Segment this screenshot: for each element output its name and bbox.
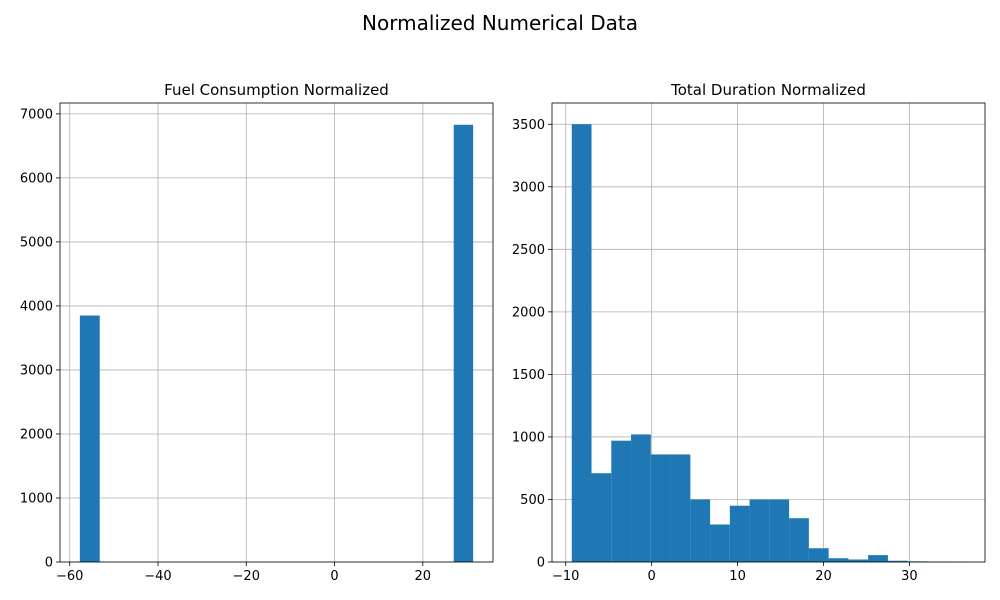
subplot-title: Fuel Consumption Normalized	[164, 81, 389, 99]
histogram-bar	[690, 499, 711, 562]
x-tick-label: −60	[56, 569, 83, 584]
axes-frame	[59, 102, 494, 563]
figure-suptitle: Normalized Numerical Data	[362, 11, 638, 35]
histogram-bar	[808, 548, 829, 562]
histogram-bar	[670, 454, 691, 562]
y-tick-label: 3000	[20, 363, 53, 378]
histogram-bar	[611, 440, 632, 562]
y-tick-label: 5000	[20, 235, 53, 250]
histogram-bar	[571, 124, 592, 562]
y-tick-label: 4000	[20, 299, 53, 314]
x-tick-label: 0	[648, 569, 656, 584]
y-tick-label: 1500	[512, 368, 545, 383]
x-tick-label: −40	[144, 569, 171, 584]
histogram-bar	[591, 473, 612, 562]
histogram-bar	[828, 558, 849, 562]
histogram-bar	[868, 555, 888, 562]
y-tick-label: 3500	[512, 118, 545, 133]
histogram-bar	[749, 499, 770, 562]
y-tick-label: 7000	[20, 107, 53, 122]
y-tick-label: 500	[520, 493, 545, 508]
y-tick-label: 2000	[20, 427, 53, 442]
histogram-bar	[769, 499, 790, 562]
y-tick-label: 3000	[512, 180, 545, 195]
x-tick-label: 30	[901, 569, 918, 584]
axes-frame	[551, 102, 986, 563]
y-tick-label: 6000	[20, 171, 53, 186]
histogram-bar	[848, 559, 869, 562]
histogram-bar	[79, 315, 100, 562]
histogram-bar	[789, 518, 809, 562]
subplot-fuel-consumption: −60 −40 −20 0 20 0 1000 2000 3000 4000 5000 6000 700…	[20, 81, 494, 584]
y-tick-label: 1000	[20, 491, 53, 506]
x-tick-label: 20	[815, 569, 832, 584]
histogram-bar	[710, 524, 730, 562]
histogram-bar	[887, 560, 908, 562]
histogram-bar	[453, 124, 474, 563]
histogram-bar	[650, 454, 671, 562]
x-tick-label: 10	[729, 569, 746, 584]
x-tick-label: 0	[330, 569, 338, 584]
x-tick-label: −10	[552, 569, 579, 584]
y-tick-label: 2500	[512, 243, 545, 258]
y-tick-label: 2000	[512, 305, 545, 320]
subplot-title: Total Duration Normalized	[670, 81, 866, 99]
y-tick-label: 0	[45, 556, 53, 571]
y-tick-label: 0	[537, 556, 545, 571]
histogram-bar	[729, 505, 750, 562]
subplot-total-duration: −10 0 10 20 30 0 500 1000 1500 2000 2500 3000 3500 To…	[512, 81, 986, 584]
y-tick-label: 1000	[512, 430, 545, 445]
x-tick-label: −20	[233, 569, 260, 584]
histogram-bar	[631, 434, 651, 562]
x-tick-label: 20	[415, 569, 432, 584]
